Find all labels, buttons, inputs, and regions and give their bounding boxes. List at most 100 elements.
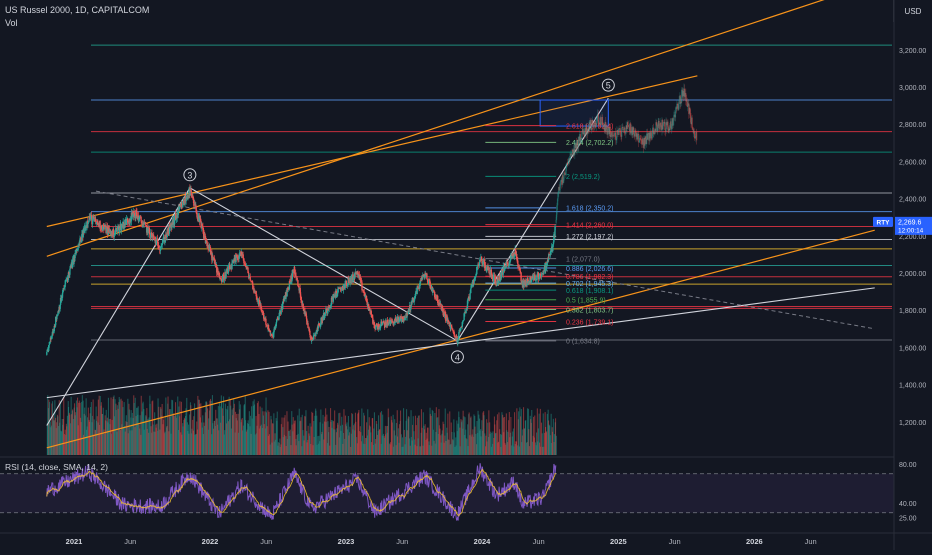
ghost-candle: [591, 120, 593, 126]
volume-bar: [441, 433, 443, 455]
candle: [479, 259, 481, 264]
volume-bar: [288, 431, 290, 455]
ghost-candle: [637, 133, 640, 143]
volume-bar: [167, 403, 169, 455]
candle: [229, 265, 231, 270]
volume-bar: [174, 415, 176, 455]
candle: [383, 322, 386, 326]
volume-bar: [199, 417, 201, 455]
ghost-candle: [605, 122, 607, 132]
volume-bar: [221, 402, 223, 455]
volume-bar: [114, 399, 116, 455]
volume-bar: [236, 414, 238, 455]
volume-bar: [528, 429, 530, 455]
ghost-candle: [562, 179, 565, 183]
volume-bar: [490, 446, 492, 455]
ghost-candle: [576, 140, 578, 151]
volume-bar: [388, 417, 390, 455]
volume-bar: [230, 405, 232, 455]
volume-bar: [392, 446, 394, 455]
candle: [429, 279, 431, 287]
candle: [419, 280, 422, 283]
volume-bar: [64, 429, 66, 455]
candle: [554, 226, 557, 228]
volume-bar: [262, 415, 264, 455]
ghost-candle: [573, 149, 575, 157]
candle: [401, 316, 404, 319]
candle: [260, 304, 262, 310]
volume-bar: [477, 410, 479, 455]
candle: [255, 291, 257, 297]
volume-bar: [507, 442, 509, 455]
volume-bar: [337, 422, 339, 455]
candle: [198, 215, 200, 221]
candle: [535, 278, 537, 280]
volume-bar: [533, 416, 535, 455]
volume-bar: [328, 432, 330, 455]
ghost-candle: [603, 125, 605, 129]
volume-bar: [291, 424, 293, 455]
volume-bar: [543, 446, 545, 455]
ghost-candle: [568, 158, 571, 162]
volume-bar: [464, 417, 466, 455]
volume-bar: [282, 427, 284, 455]
volume-bar: [455, 437, 457, 455]
volume-bar: [57, 416, 59, 455]
candle: [523, 281, 525, 288]
candle: [153, 236, 155, 240]
volume-bar: [380, 443, 382, 455]
candle: [199, 218, 201, 223]
candle: [267, 325, 270, 331]
candle: [159, 247, 162, 251]
volume-bar: [131, 430, 133, 455]
volume-bar: [104, 415, 106, 455]
volume-bar: [536, 408, 538, 455]
volume-bar: [153, 431, 155, 455]
candle: [61, 293, 64, 298]
ghost-candle: [558, 186, 560, 193]
volume-bar: [400, 410, 402, 455]
candle: [505, 262, 507, 268]
candles: [46, 184, 557, 356]
ghost-candle: [621, 127, 624, 128]
volume-bar: [60, 430, 62, 455]
ghost-candle: [669, 121, 672, 128]
candle: [192, 198, 195, 203]
candle: [311, 340, 313, 342]
volume-bar: [74, 403, 76, 455]
volume-bar: [163, 419, 165, 455]
ghost-candle: [627, 122, 629, 126]
price-badge[interactable]: RTY 2,269.612:00:14: [873, 216, 932, 235]
candle: [489, 272, 491, 275]
volume-bar: [467, 446, 469, 455]
volume-bar: [458, 411, 460, 455]
volume-bar: [467, 424, 469, 455]
volume-bar: [108, 418, 110, 455]
ghost-candle: [693, 131, 696, 134]
volume-bar: [304, 415, 306, 455]
candle: [105, 225, 107, 234]
ghost-candle: [630, 131, 632, 134]
ghost-candle: [604, 122, 606, 132]
volume-bar: [350, 446, 352, 455]
ghost-candle: [578, 136, 580, 142]
volume-bar: [323, 439, 325, 455]
currency-button[interactable]: USD: [893, 0, 932, 22]
ghost-candle: [666, 121, 668, 126]
candle: [450, 324, 452, 329]
candle: [237, 257, 239, 259]
volume-bar: [493, 438, 495, 455]
volume-bar: [282, 437, 284, 455]
volume-bar: [434, 413, 436, 455]
candle: [425, 273, 427, 275]
candle: [301, 301, 303, 306]
ghost-candle: [640, 139, 643, 141]
volume-bar: [456, 420, 458, 455]
volume-bar: [397, 436, 399, 455]
volume-bar: [220, 395, 222, 455]
candle: [471, 281, 473, 285]
candle: [61, 298, 63, 301]
